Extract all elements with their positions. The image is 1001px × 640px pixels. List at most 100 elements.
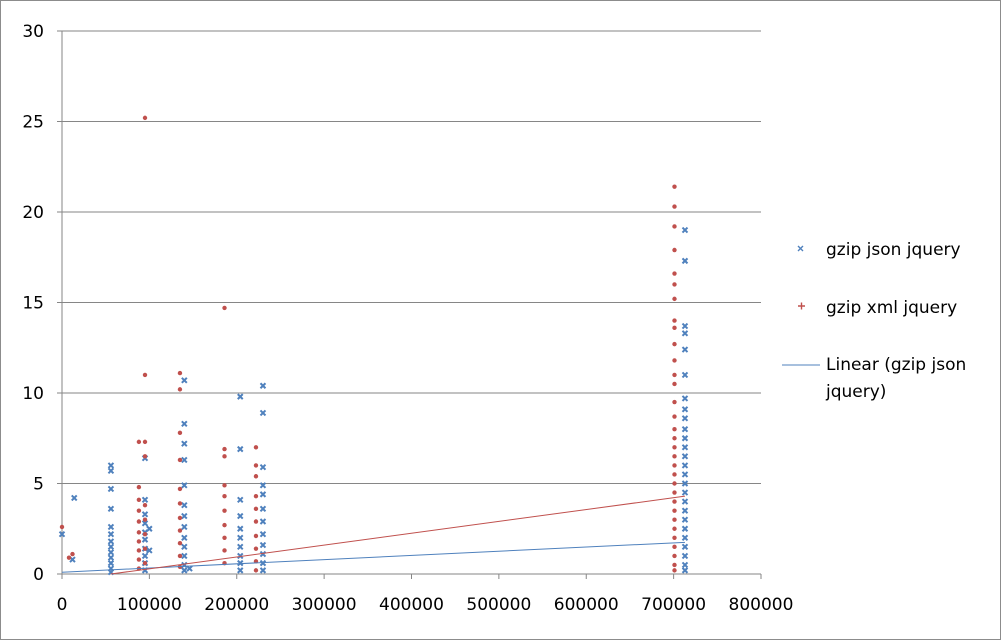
y-tick-label: 30 bbox=[22, 22, 44, 42]
json-point bbox=[237, 559, 244, 567]
xml-point bbox=[142, 372, 148, 378]
json-point bbox=[681, 543, 689, 551]
json-point bbox=[107, 523, 115, 531]
xml-point bbox=[136, 519, 142, 524]
xml-point bbox=[672, 399, 677, 405]
xml-point bbox=[142, 517, 148, 522]
json-point bbox=[681, 226, 689, 234]
xml-point bbox=[253, 533, 259, 539]
json-point bbox=[181, 377, 188, 384]
json-point bbox=[141, 552, 149, 560]
x-tick-label: 600000 bbox=[554, 595, 619, 615]
json-point bbox=[259, 382, 267, 389]
json-point bbox=[681, 453, 689, 460]
json-point bbox=[681, 371, 689, 379]
json-point bbox=[107, 554, 115, 561]
xml-point bbox=[177, 541, 183, 546]
json-point bbox=[259, 559, 267, 567]
xml-point bbox=[672, 463, 677, 468]
json-point bbox=[181, 420, 188, 427]
json-point bbox=[259, 530, 267, 538]
xml-point bbox=[222, 535, 227, 540]
x-tick-label: 800000 bbox=[729, 595, 794, 615]
json-point bbox=[259, 518, 267, 525]
json-point bbox=[107, 485, 115, 493]
xml-point bbox=[672, 499, 677, 504]
y-tick-label: 15 bbox=[22, 294, 44, 314]
xml-point bbox=[222, 508, 227, 513]
y-tick-label: 10 bbox=[22, 384, 44, 404]
json-point bbox=[181, 512, 188, 520]
xml-point bbox=[672, 296, 677, 302]
xml-point bbox=[672, 526, 677, 531]
xml-point bbox=[66, 555, 72, 560]
json-point bbox=[681, 462, 689, 469]
xml-point bbox=[672, 481, 677, 486]
json-point bbox=[107, 530, 115, 538]
xml-point bbox=[672, 544, 677, 550]
json-point bbox=[141, 496, 149, 503]
json-point bbox=[259, 550, 267, 558]
xml-point bbox=[136, 557, 142, 562]
json-point bbox=[681, 534, 689, 542]
json-point bbox=[681, 425, 689, 433]
xml-point bbox=[253, 519, 259, 524]
json-point bbox=[71, 494, 78, 502]
xml-point bbox=[142, 439, 148, 445]
json-point bbox=[181, 523, 188, 531]
json-point bbox=[107, 462, 115, 469]
xml-point bbox=[672, 414, 677, 419]
json-point bbox=[681, 567, 689, 574]
json-point bbox=[681, 516, 689, 523]
xml-point bbox=[672, 224, 677, 229]
legend-label-trend-line1: Linear (gzip json bbox=[826, 355, 966, 375]
xml-point bbox=[672, 436, 677, 441]
y-tick-label: 20 bbox=[22, 203, 44, 223]
xml-point bbox=[672, 271, 677, 276]
legend-json-marker bbox=[797, 245, 804, 252]
json-point bbox=[681, 507, 689, 514]
json-point bbox=[237, 393, 244, 400]
legend-label-trend-line2: jquery) bbox=[825, 382, 886, 402]
xml-point bbox=[672, 358, 677, 363]
json-point bbox=[237, 534, 244, 542]
xml-point bbox=[253, 506, 259, 512]
y-tick-label: 0 bbox=[33, 565, 44, 585]
json-point bbox=[681, 435, 689, 442]
xml-point bbox=[672, 184, 677, 189]
json-point bbox=[681, 406, 689, 413]
xml-point bbox=[142, 454, 148, 459]
xml-point bbox=[177, 486, 183, 492]
json-point bbox=[681, 322, 689, 330]
json-point bbox=[681, 415, 689, 422]
xml-point bbox=[672, 517, 677, 522]
x-tick-label: 100000 bbox=[117, 595, 182, 615]
xml-point bbox=[177, 430, 183, 436]
json-point bbox=[681, 498, 689, 505]
xml-point bbox=[253, 474, 259, 479]
json-point bbox=[681, 444, 689, 451]
xml-point bbox=[136, 530, 142, 535]
json-point bbox=[58, 530, 66, 538]
xml-point bbox=[59, 524, 65, 530]
xml-point bbox=[142, 560, 148, 566]
xml-point bbox=[177, 515, 183, 521]
xml-point bbox=[672, 445, 677, 450]
json-point bbox=[681, 257, 689, 265]
xml-point bbox=[136, 548, 142, 553]
xml-point bbox=[222, 446, 227, 452]
xml-point bbox=[672, 204, 677, 209]
xml-point bbox=[136, 508, 142, 513]
y-tick-label: 5 bbox=[33, 475, 44, 495]
xml-point bbox=[222, 305, 227, 311]
json-point bbox=[181, 567, 188, 574]
xml-point bbox=[672, 553, 677, 559]
json-point bbox=[181, 502, 188, 509]
xml-point bbox=[672, 318, 677, 323]
json-point bbox=[259, 505, 267, 513]
json-point bbox=[181, 440, 188, 447]
json-point bbox=[141, 536, 149, 543]
xml-point bbox=[253, 493, 259, 499]
json-point bbox=[181, 482, 188, 489]
